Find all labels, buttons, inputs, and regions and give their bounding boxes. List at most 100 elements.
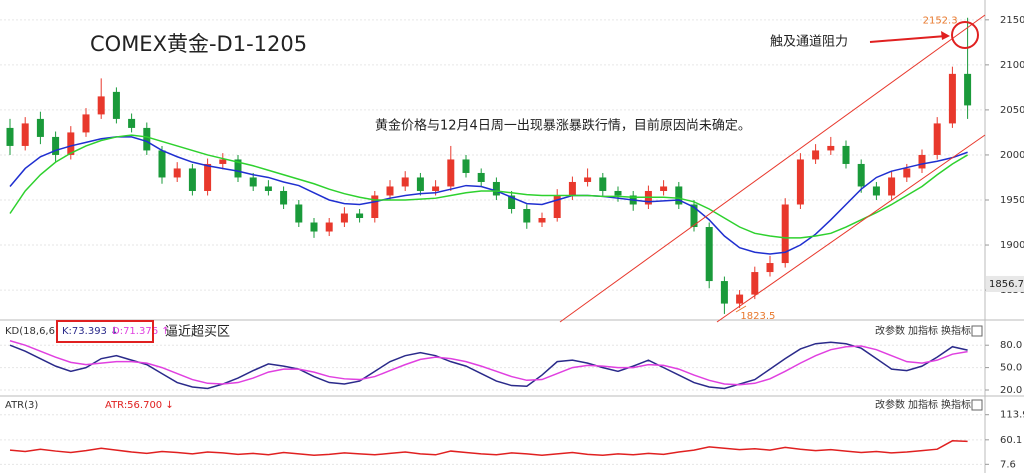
low-marker (735, 305, 747, 313)
candle-body (523, 208, 531, 223)
candle-body (52, 136, 60, 155)
candle-body (812, 150, 820, 160)
series-line (9, 134, 968, 239)
indicator-label: KD(18,6,6) (5, 326, 59, 337)
highlight-circle (951, 21, 979, 49)
low-label: 1823.5 (740, 311, 775, 322)
candle-body (204, 163, 212, 191)
y-tick-label: 20.0 (1000, 385, 1022, 396)
y-tick-label: 1950 (1000, 195, 1024, 206)
candle-body (796, 159, 804, 205)
plot-area: 18501900195020002050210021502152.31823.5… (0, 15, 1024, 470)
channel-lower (716, 134, 986, 323)
toolbar-button[interactable]: 改参数 (875, 324, 905, 337)
toolbar-button[interactable]: 加指标 (908, 398, 938, 411)
candle-body (690, 204, 698, 228)
candle-body (675, 186, 683, 205)
note-text: 黄金价格与12月4日周一出现暴涨暴跌行情，目前原因尚未确定。 (375, 118, 751, 134)
candle-body (736, 294, 744, 304)
candle-body (356, 213, 364, 219)
candle-body (6, 127, 14, 146)
y-tick-label: 2000 (1000, 150, 1024, 161)
candle-body (599, 177, 607, 191)
candle-body (477, 172, 485, 182)
candle-body (538, 218, 546, 223)
readout: D:71.376 ↑ (112, 326, 170, 337)
candle-body (21, 123, 29, 146)
candle-body (401, 177, 409, 187)
candle-body (462, 159, 470, 173)
y-tick-label: 80.0 (1000, 340, 1022, 351)
candle-body (933, 123, 941, 155)
chart-title: COMEX黄金-D1-1205 (90, 32, 307, 56)
readout-box (56, 320, 154, 343)
candle-body (416, 177, 424, 191)
candle-body (568, 181, 576, 196)
candle-body (964, 73, 972, 106)
candle-body (219, 159, 227, 164)
series-line (9, 341, 968, 390)
arrow-head (941, 31, 950, 40)
toolbar-button[interactable]: 改参数 (875, 398, 905, 411)
candle-body (948, 73, 956, 124)
candle-body (432, 186, 440, 191)
candle-body (857, 163, 865, 187)
candle-body (234, 159, 242, 178)
candle-body (371, 195, 379, 219)
series-line (9, 440, 968, 457)
candle-body (447, 159, 455, 187)
series-line (9, 136, 968, 255)
indicator-label: ATR(3) (5, 400, 38, 411)
y-tick-label: 113.9 (1000, 410, 1024, 421)
candle-body (310, 222, 318, 232)
readout: K:73.393 ↓ (62, 326, 118, 337)
y-tick-label: 1900 (1000, 240, 1024, 251)
candle-body (492, 181, 500, 196)
candle-body (751, 272, 759, 295)
y-tick-label: 50.0 (1000, 363, 1022, 374)
series-line (9, 340, 968, 386)
toolbar-button[interactable]: 换指标 (941, 324, 971, 337)
candle-body (325, 222, 333, 232)
candle-body (97, 96, 105, 115)
candle-body (188, 168, 196, 191)
y-tick-label: 60.1 (1000, 435, 1022, 446)
candle-body (158, 150, 166, 178)
readout: ATR:56.700 ↓ (105, 400, 174, 411)
candle-body (36, 118, 44, 137)
last-price-tag (986, 275, 1024, 292)
candle-body (781, 204, 789, 264)
candle-body (295, 204, 303, 223)
candle-body (842, 145, 850, 164)
y-tick-label: 2050 (1000, 105, 1024, 116)
close-button[interactable] (971, 325, 983, 337)
callout-text: 触及通道阻力 (770, 35, 848, 50)
candle-body (903, 168, 911, 178)
candle-body (918, 154, 926, 169)
toolbar-button[interactable]: 换指标 (941, 398, 971, 411)
candle-body (386, 186, 394, 196)
candle-body (553, 195, 561, 219)
candle-body (112, 91, 120, 119)
callout-arrow (869, 35, 947, 43)
last-price: 1856.78 (989, 279, 1024, 290)
candle-body (872, 186, 880, 196)
channel-upper (559, 14, 986, 323)
candle-body (720, 281, 728, 304)
close-button[interactable] (971, 399, 983, 411)
candle-body (660, 186, 668, 191)
candle-body (249, 177, 257, 187)
candle-body (173, 168, 181, 178)
candle-body (128, 118, 136, 128)
high-label: 2152.3 (923, 16, 958, 27)
candle-body (705, 227, 713, 282)
y-tick-label: 2150 (1000, 15, 1024, 26)
candle-body (614, 190, 622, 196)
toolbar-button[interactable]: 加指标 (908, 324, 938, 337)
kd-note: 逼近超买区 (165, 325, 230, 340)
candle-body (888, 177, 896, 196)
y-tick-label: 7.6 (1000, 459, 1016, 470)
candle-body (82, 114, 90, 133)
